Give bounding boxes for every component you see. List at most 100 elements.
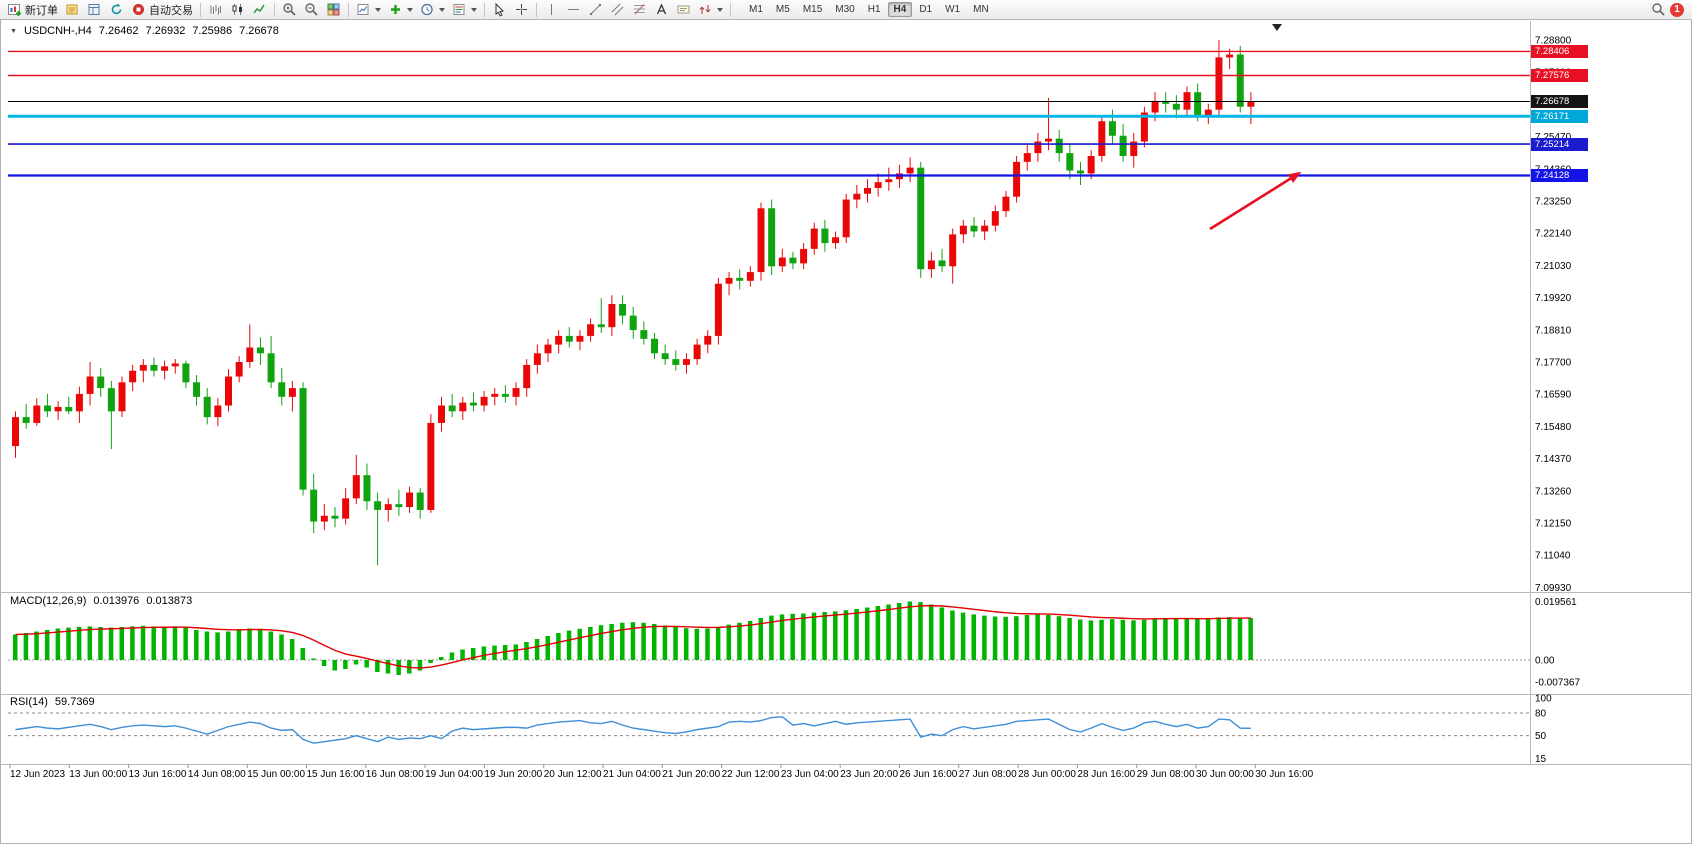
channel-button[interactable] xyxy=(607,1,628,19)
macd-histogram-bar xyxy=(1014,616,1019,660)
fibonacci-icon xyxy=(634,4,645,15)
candle-body xyxy=(523,364,531,389)
zoom-in-icon xyxy=(283,3,296,16)
candle-body xyxy=(459,402,467,412)
price-scale-label: 7.17700 xyxy=(1535,358,1572,369)
timeframe-h4-button[interactable]: H4 xyxy=(887,2,913,17)
indicators-button[interactable] xyxy=(385,1,416,19)
candle-body xyxy=(406,492,414,508)
new-chart-button[interactable] xyxy=(353,1,384,19)
macd-histogram-bar xyxy=(1195,618,1200,660)
macd-signal-line xyxy=(15,604,1251,669)
macd-histogram-bar xyxy=(896,603,902,660)
candle-body xyxy=(342,498,350,519)
macd-histogram-bar xyxy=(1152,618,1158,660)
macd-histogram-bar xyxy=(534,639,540,660)
candle-body xyxy=(810,228,818,249)
bar-chart-button[interactable] xyxy=(205,1,226,19)
text-button[interactable] xyxy=(651,1,672,19)
timeframe-d1-button[interactable]: D1 xyxy=(919,4,933,15)
timeframe-h1-button[interactable]: H1 xyxy=(867,4,881,15)
chart-collapse-arrow[interactable]: ▼ xyxy=(10,27,17,35)
macd-histogram-bar xyxy=(13,634,18,660)
candle-body xyxy=(288,388,296,397)
new-order-button[interactable]: 新订单 xyxy=(4,1,61,19)
candle-body xyxy=(1226,54,1234,58)
vertical-line-button[interactable] xyxy=(541,1,562,19)
search-button[interactable] xyxy=(1648,1,1669,19)
macd-histogram-bar xyxy=(311,658,316,660)
macd-histogram-bar xyxy=(726,624,732,660)
candle-body xyxy=(991,211,999,226)
candle-body xyxy=(1066,153,1074,171)
notification-badge[interactable]: 1 xyxy=(1670,2,1684,17)
candle-body xyxy=(22,417,30,423)
candle-body xyxy=(1183,92,1191,110)
new-chart-icon xyxy=(357,4,369,15)
candlestick-chart-button[interactable] xyxy=(227,1,248,19)
timeframe-mn-button[interactable]: MN xyxy=(973,4,989,15)
candle-body xyxy=(469,402,477,406)
timeframe-m30-button[interactable]: M30 xyxy=(835,4,855,15)
chart-shift-marker[interactable] xyxy=(1272,24,1282,31)
toolbar-separator xyxy=(730,2,731,17)
horizontal-line-button[interactable] xyxy=(563,1,584,19)
time-axis-label: 21 Jun 04:00 xyxy=(603,769,661,780)
candle-body xyxy=(491,393,499,397)
tile-windows-button[interactable] xyxy=(323,1,344,19)
trendline-button[interactable] xyxy=(585,1,606,19)
macd-histogram-bar xyxy=(1109,619,1115,660)
crosshair-button[interactable] xyxy=(511,1,532,19)
zoom-out-button[interactable] xyxy=(301,1,322,19)
time-axis-label: 19 Jun 20:00 xyxy=(484,769,542,780)
candle-body xyxy=(970,225,978,232)
market-watch-button[interactable] xyxy=(84,1,105,19)
candle-body xyxy=(331,515,339,519)
macd-histogram-bar xyxy=(108,627,114,660)
macd-histogram-bar xyxy=(66,627,71,660)
line-chart-button[interactable] xyxy=(249,1,270,19)
candle-body xyxy=(576,335,584,342)
chart-profiles-button[interactable] xyxy=(62,1,83,19)
price-scale-label: 7.09930 xyxy=(1535,583,1572,594)
cursor-button[interactable] xyxy=(489,1,510,19)
macd-histogram-bar xyxy=(801,613,806,660)
refresh-button[interactable] xyxy=(106,1,127,19)
timeframe-m5-button[interactable]: M5 xyxy=(775,4,790,15)
macd-histogram-bar xyxy=(705,628,710,660)
macd-histogram-bar xyxy=(236,630,242,660)
candle-body xyxy=(981,225,989,232)
chart-header: ▼ USDCNH-,H4 7.26462 7.26932 7.25986 7.2… xyxy=(10,25,279,37)
templates-button[interactable] xyxy=(449,1,480,19)
candle-body xyxy=(1236,54,1244,107)
macd-scale-label: 0.00 xyxy=(1535,656,1555,667)
candle-body xyxy=(384,504,392,510)
text-label-button[interactable] xyxy=(673,1,694,19)
timeframe-m15-button[interactable]: M15 xyxy=(802,4,823,15)
timeframe-m1-button[interactable]: M1 xyxy=(749,4,763,15)
trend-arrow-annotation[interactable] xyxy=(1209,175,1294,231)
macd-histogram-bar xyxy=(130,626,135,660)
macd-histogram-bar xyxy=(1173,618,1179,660)
price-scale-label: 7.28800 xyxy=(1535,36,1572,47)
candle-body xyxy=(1034,141,1042,154)
arrows-button[interactable] xyxy=(695,1,726,19)
zoom-in-button[interactable] xyxy=(279,1,300,19)
macd-histogram-bar xyxy=(417,660,423,671)
candle-body xyxy=(395,504,403,508)
zoom-out-icon xyxy=(305,3,318,16)
macd-histogram-bar xyxy=(1035,614,1040,660)
dropdown-caret-icon xyxy=(717,7,723,12)
macd-histogram-bar xyxy=(215,632,220,660)
macd-histogram-bar xyxy=(1024,615,1030,660)
periods-button[interactable] xyxy=(417,1,448,19)
macd-histogram-bar xyxy=(460,649,465,660)
timeframe-w1-button[interactable]: W1 xyxy=(945,4,961,15)
fibonacci-button[interactable] xyxy=(629,1,650,19)
candle-body xyxy=(1130,141,1138,157)
dropdown-caret-icon xyxy=(407,7,413,12)
macd-histogram-bar xyxy=(396,660,401,675)
macd-histogram-bar xyxy=(609,624,614,660)
auto-trading-button[interactable]: 自动交易 xyxy=(128,1,196,19)
